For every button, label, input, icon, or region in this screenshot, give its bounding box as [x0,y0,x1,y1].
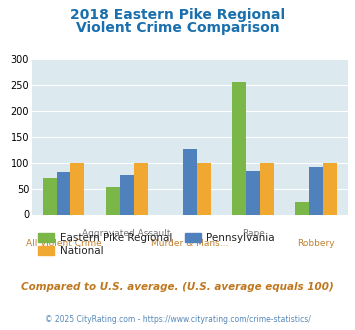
Bar [106,187,120,214]
Bar [260,163,274,214]
Bar [197,163,211,214]
Bar [120,175,134,214]
Text: Violent Crime Comparison: Violent Crime Comparison [76,21,279,35]
Legend: Eastern Pike Regional, National, Pennsylvania: Eastern Pike Regional, National, Pennsyl… [34,229,279,260]
Bar [246,171,260,214]
Text: Compared to U.S. average. (U.S. average equals 100): Compared to U.S. average. (U.S. average … [21,282,334,292]
Text: Aggravated Assault: Aggravated Assault [82,229,171,238]
Bar [134,163,148,214]
Text: 2018 Eastern Pike Regional: 2018 Eastern Pike Regional [70,8,285,22]
Bar [323,163,337,214]
Bar [56,172,71,215]
Text: All Violent Crime: All Violent Crime [26,239,102,248]
Bar [183,149,197,214]
Text: © 2025 CityRating.com - https://www.cityrating.com/crime-statistics/: © 2025 CityRating.com - https://www.city… [45,315,310,324]
Bar [43,178,56,214]
Bar [232,82,246,214]
Text: Rape: Rape [242,229,264,238]
Text: Robbery: Robbery [297,239,335,248]
Bar [295,202,309,214]
Bar [71,163,84,214]
Bar [309,167,323,214]
Text: Murder & Mans...: Murder & Mans... [151,239,229,248]
